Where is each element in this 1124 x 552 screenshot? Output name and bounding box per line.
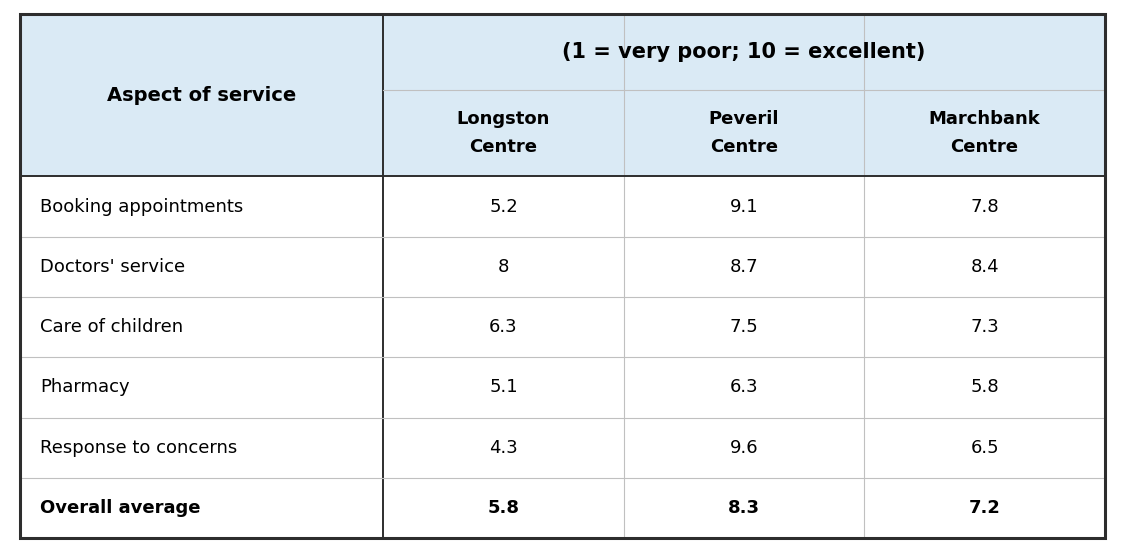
Text: Pharmacy: Pharmacy	[40, 379, 130, 396]
Text: Overall average: Overall average	[40, 499, 201, 517]
Text: 7.2: 7.2	[969, 499, 1000, 517]
Text: 5.8: 5.8	[970, 379, 999, 396]
Bar	[20, 14, 383, 538]
Text: 6.5: 6.5	[970, 439, 999, 457]
Text: 9.1: 9.1	[729, 198, 759, 215]
Text: 9.6: 9.6	[729, 439, 759, 457]
Bar	[20, 417, 1105, 478]
Bar	[383, 90, 1105, 176]
Text: Marchbank
Centre: Marchbank Centre	[928, 110, 1041, 156]
Text: Booking appointments: Booking appointments	[40, 198, 244, 215]
Text: 8.3: 8.3	[728, 499, 760, 517]
Text: Aspect of service: Aspect of service	[107, 86, 297, 104]
Bar	[383, 14, 1105, 90]
Text: 8.7: 8.7	[729, 258, 759, 276]
Text: 7.8: 7.8	[970, 198, 999, 215]
Text: 7.3: 7.3	[970, 318, 999, 336]
Text: Care of children: Care of children	[40, 318, 183, 336]
Text: (1 = very poor; 10 = excellent): (1 = very poor; 10 = excellent)	[562, 42, 926, 62]
Bar	[20, 357, 1105, 417]
Text: Doctors' service: Doctors' service	[40, 258, 185, 276]
Bar	[20, 478, 1105, 538]
Bar	[20, 297, 1105, 357]
Text: Response to concerns: Response to concerns	[40, 439, 237, 457]
Text: 4.3: 4.3	[489, 439, 518, 457]
Text: Peveril
Centre: Peveril Centre	[709, 110, 779, 156]
Text: 8.4: 8.4	[970, 258, 999, 276]
Text: 5.8: 5.8	[488, 499, 519, 517]
Text: 6.3: 6.3	[489, 318, 518, 336]
Text: 7.5: 7.5	[729, 318, 759, 336]
Text: Longston
Centre: Longston Centre	[456, 110, 550, 156]
Text: 6.3: 6.3	[729, 379, 759, 396]
Bar	[20, 237, 1105, 297]
Text: 5.2: 5.2	[489, 198, 518, 215]
Bar	[20, 176, 1105, 237]
Text: 5.1: 5.1	[489, 379, 518, 396]
Text: 8: 8	[498, 258, 509, 276]
